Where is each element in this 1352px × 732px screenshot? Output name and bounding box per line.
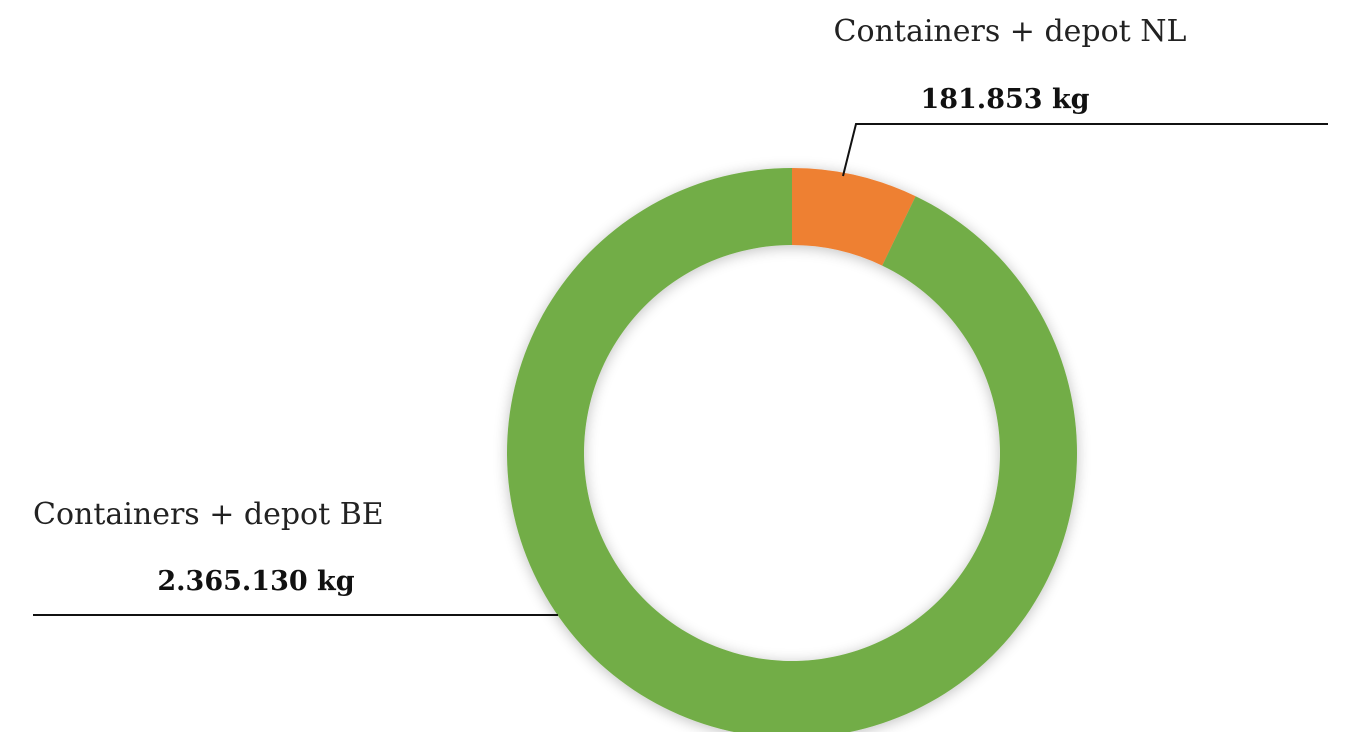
donut (507, 168, 1077, 732)
slice (507, 168, 1077, 732)
category-label: Containers + depot BE (33, 497, 384, 532)
value-label: 181.853 kg (920, 84, 1089, 115)
value-label: 2.365.130 kg (157, 566, 354, 597)
slice (792, 168, 916, 266)
leader-line (842, 123, 1328, 177)
category-label: Containers + depot NL (834, 14, 1187, 49)
